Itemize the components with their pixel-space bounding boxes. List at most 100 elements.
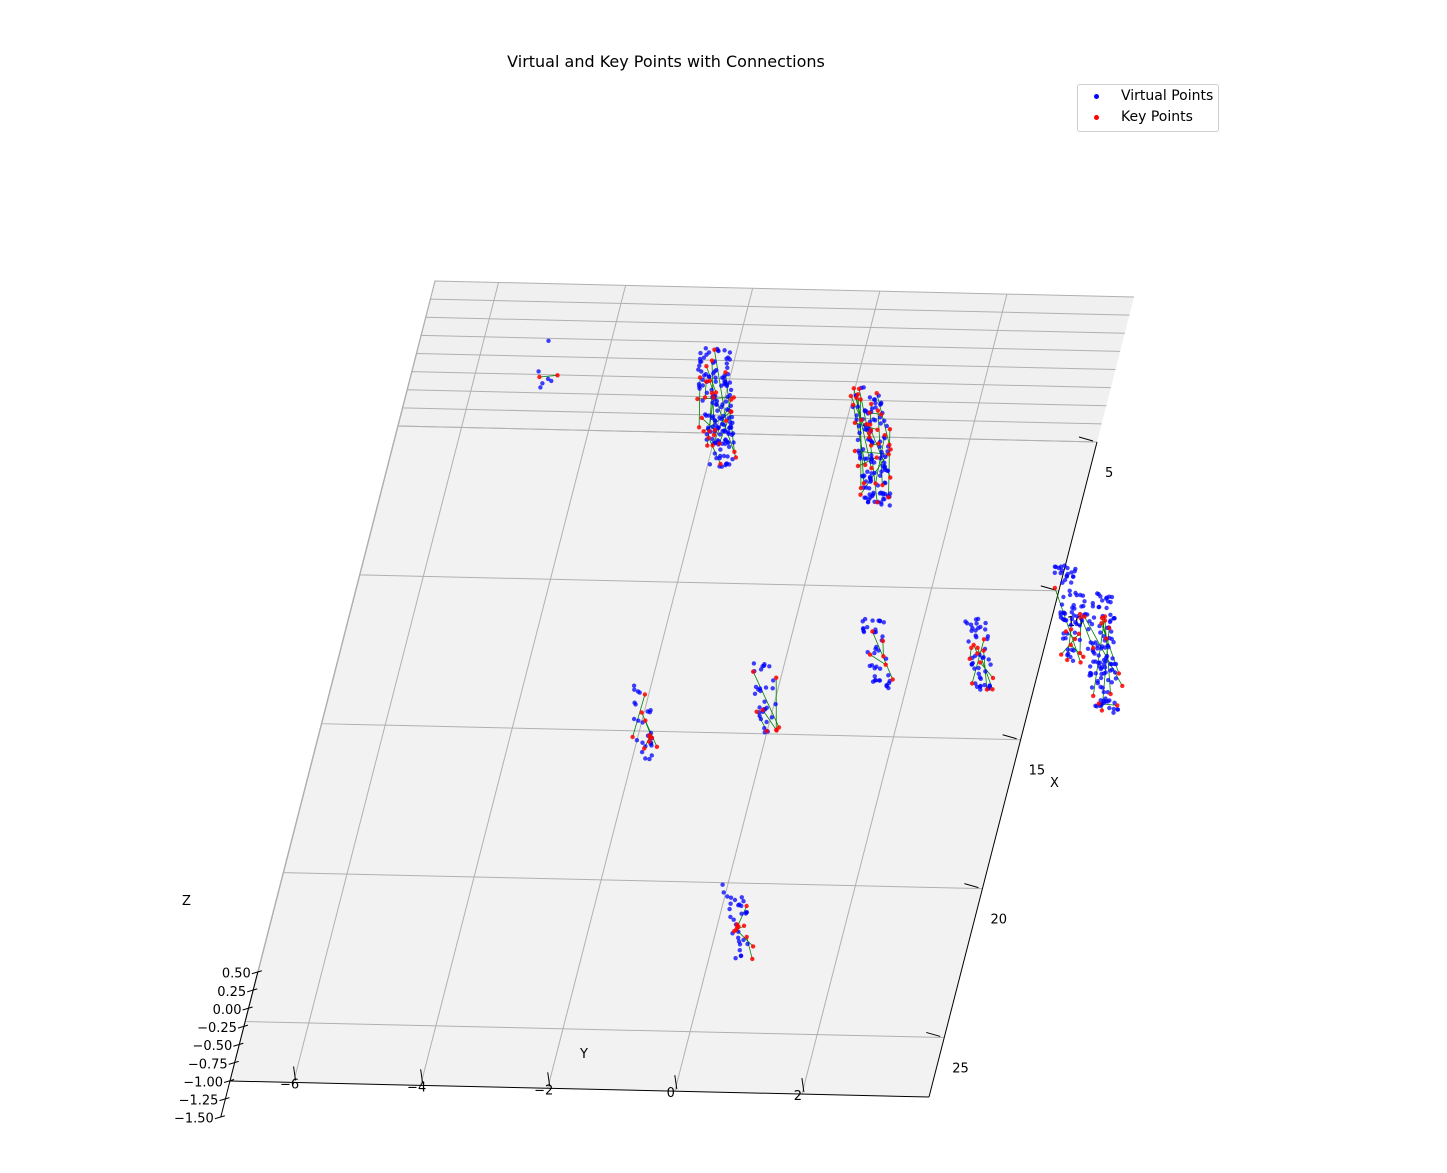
virtual-point [704,390,710,395]
key-point [875,427,880,432]
virtual-point [728,425,734,430]
virtual-point [880,634,885,639]
virtual-point [1090,604,1096,609]
virtual-point [1098,666,1104,672]
virtual-point [757,713,762,719]
virtual-point [637,690,642,695]
key-point [867,422,873,427]
key-point [855,463,861,469]
virtual-point [707,374,712,379]
virtual-point [645,709,650,714]
key-point [876,441,881,446]
virtual-point [727,380,733,385]
virtual-point [1100,598,1105,603]
key-point [1107,625,1112,631]
virtual-point [856,424,862,429]
virtual-point [706,425,711,430]
virtual-point [1101,657,1107,663]
virtual-point [1096,660,1101,666]
virtual-point [1089,622,1095,627]
y-tick [293,1066,297,1081]
virtual-point [1091,659,1096,664]
virtual-point [974,621,979,626]
x-tick [1078,436,1094,442]
key-point [1091,693,1096,699]
virtual-point [643,756,648,761]
virtual-point [1060,636,1066,641]
z-tick [251,970,262,975]
key-point [711,432,717,438]
virtual-point [710,415,715,421]
key-point [1063,629,1069,634]
virtual-point [1062,577,1068,583]
key-point [729,409,734,414]
key-point [880,482,885,488]
key-point [1082,614,1087,619]
virtual-point [730,420,735,425]
z-tick [214,1115,225,1120]
key-point [854,395,859,400]
key-point [967,656,972,661]
virtual-point [1079,618,1085,623]
virtual-point [879,502,884,507]
virtual-point [1065,571,1070,577]
virtual-point [1069,616,1075,622]
key-point [971,642,976,648]
virtual-point [1099,644,1105,649]
key-point [867,652,873,657]
virtual-point [1061,594,1066,600]
virtual-point [720,441,725,446]
virtual-point [869,471,874,476]
virtual-point [733,956,738,961]
virtual-point [703,346,708,351]
key-point [881,654,886,659]
key-point [888,475,893,480]
legend-item-virtual-points: Virtual Points [1078,86,1213,106]
z-axis-label: Z [182,894,191,909]
virtual-point [1101,661,1107,667]
key-point [704,379,709,384]
key-point [1120,683,1125,689]
virtual-point [1088,664,1093,669]
virtual-point [1101,671,1107,676]
virtual-point [874,664,879,669]
virtual-point [861,474,866,479]
key-point [890,677,895,682]
virtual-point [1070,658,1076,663]
virtual-point [1109,594,1115,600]
legend-label-key-points: Key Points [1121,109,1193,125]
z-tick [233,1042,244,1047]
virtual-point [881,491,886,496]
key-point [1116,671,1122,676]
virtual-point [1059,602,1065,607]
connection-line [882,640,884,657]
key-point [1059,652,1064,657]
key-point [718,461,723,467]
virtual-point [1074,593,1080,598]
virtual-point [861,629,867,635]
virtual-point [723,429,728,434]
key-point [886,452,891,457]
virtual-point [1081,603,1086,609]
key-point [711,395,716,400]
key-point [984,687,990,692]
virtual-point [1109,680,1115,685]
virtual-point [729,432,735,437]
virtual-point [722,348,727,353]
key-point [852,420,858,425]
y-tick [801,1078,805,1093]
key-point [1076,631,1082,636]
point-cluster [536,338,560,390]
virtual-point [770,686,775,691]
key-point [774,728,779,733]
virtual-point [1111,640,1116,645]
data-points [536,338,1125,962]
virtual-point [728,387,734,393]
virtual-point [876,648,881,653]
z-tick-label: −0.25 [197,1021,237,1036]
virtual-point [1104,605,1109,611]
virtual-point [727,906,732,912]
virtual-point [1077,623,1083,628]
virtual-point [877,666,883,671]
connection-line [857,394,865,484]
